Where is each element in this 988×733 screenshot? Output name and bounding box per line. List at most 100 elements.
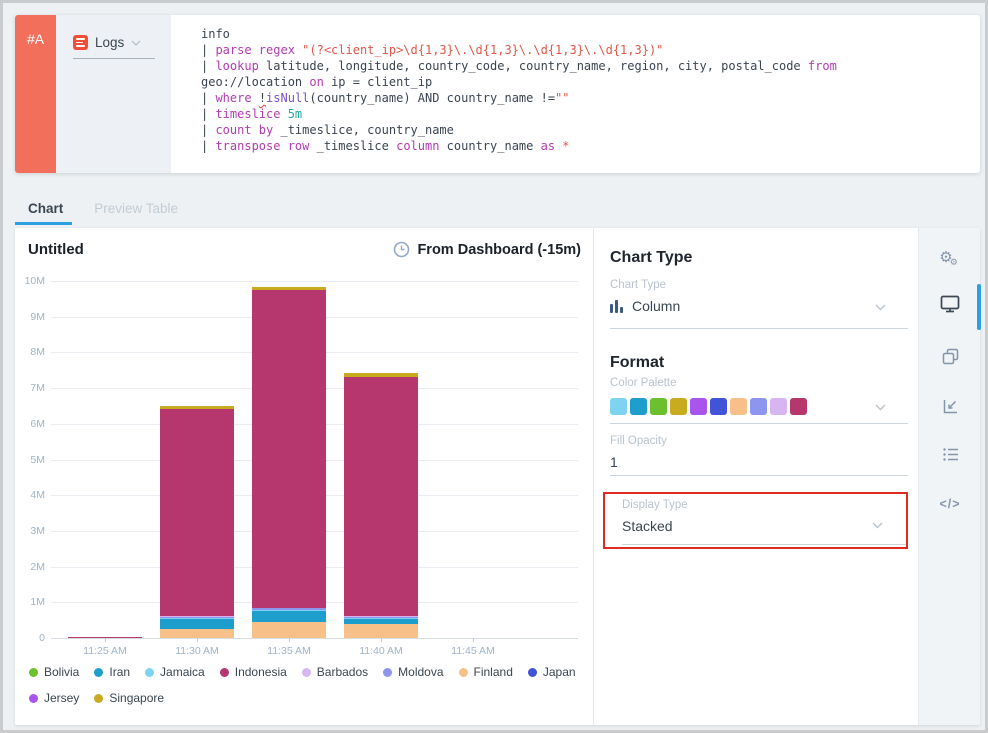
bar-segment-barbados[interactable]: [160, 615, 234, 617]
legend-label: Moldova: [398, 665, 444, 679]
x-axis-tick-label: 11:35 AM: [267, 645, 311, 657]
legend-label: Bolivia: [44, 665, 80, 679]
column-chart-icon: [610, 299, 623, 313]
bar-segment-barbados[interactable]: [252, 607, 326, 609]
copy-icon[interactable]: [919, 348, 981, 370]
x-axis-tick: [381, 638, 382, 642]
bar-segment-indonesia[interactable]: [252, 289, 326, 608]
bar-segment-finland[interactable]: [160, 629, 234, 638]
y-axis-tick-label: 10M: [24, 275, 45, 287]
legend-item-jersey[interactable]: Jersey: [29, 691, 79, 705]
chart-type-label: Chart Type: [610, 279, 667, 291]
query-line: info: [201, 27, 230, 41]
x-axis-tick-label: 11:30 AM: [175, 645, 219, 657]
y-axis-tick-label: 8M: [30, 346, 45, 359]
logs-icon: [73, 35, 88, 50]
code-icon[interactable]: </>: [939, 497, 961, 511]
y-axis-tick-label: 5M: [30, 453, 45, 466]
bar-segment-iran[interactable]: [160, 619, 234, 630]
chevron-down-icon[interactable]: [875, 404, 886, 411]
bar-segment-moldova[interactable]: [252, 608, 326, 610]
x-axis-tick-label: 11:25 AM: [83, 645, 127, 657]
legend-item-iran[interactable]: Iran: [94, 665, 130, 679]
legend-label: Jersey: [44, 691, 80, 705]
list-icon[interactable]: [919, 447, 981, 467]
bar-segment-barbados[interactable]: [344, 615, 418, 617]
bar-segment-finland[interactable]: [252, 621, 326, 638]
x-axis-tick-label: 11:45 AM: [451, 645, 495, 657]
source-selector[interactable]: Logs: [73, 35, 155, 59]
legend-row: Jersey Singapore: [29, 691, 584, 705]
legend-dot: [527, 667, 537, 677]
input-underline: [610, 423, 908, 424]
legend-item-indonesia[interactable]: Indonesia: [219, 665, 287, 679]
query-line: | where !isNull(country_name) AND countr…: [201, 91, 570, 105]
chart-type-heading: Chart Type: [610, 249, 693, 266]
palette-swatch: [630, 398, 647, 415]
y-axis-tick-label: 2M: [30, 560, 45, 573]
bar-segment-singapore[interactable]: [252, 287, 326, 290]
legend-item-barbados[interactable]: Barbados: [301, 665, 368, 679]
legend-item-jamaica[interactable]: Jamaica: [145, 665, 205, 679]
legend-item-moldova[interactable]: Moldova: [383, 665, 444, 679]
x-axis-tick: [197, 638, 198, 642]
chevron-down-icon: [131, 40, 141, 46]
display-icon[interactable]: [919, 295, 981, 318]
bar-segment-finland[interactable]: [344, 624, 418, 638]
query-line: | timeslice 5m: [201, 107, 303, 121]
color-palette-select[interactable]: [610, 398, 807, 415]
source-column: Logs: [56, 15, 171, 173]
bar-segment-jamaica[interactable]: [160, 618, 234, 620]
gears-icon[interactable]: ⚙⚙: [939, 248, 958, 269]
tab-preview-table[interactable]: Preview Table: [94, 201, 179, 216]
display-type-highlight-box: Display Type Stacked: [603, 492, 908, 549]
palette-swatch: [670, 398, 687, 415]
column-chart-plot[interactable]: 0 1M 2M 3M 4M 5M 6M 7M 8M 9M 10M 11:25 AM 11:30 AM 11…: [25, 275, 578, 657]
bar-segment-jamaica[interactable]: [344, 618, 418, 620]
legend-item-finland[interactable]: Finland: [458, 665, 513, 679]
gridline: [51, 281, 578, 282]
panel-divider: [593, 228, 594, 725]
bar-segment-moldova[interactable]: [160, 616, 234, 619]
bar-segment-moldova[interactable]: [344, 616, 418, 619]
bar-segment-singapore[interactable]: [344, 373, 418, 377]
legend-dot: [219, 667, 229, 677]
legend-dot: [94, 693, 104, 703]
bar-segment-indonesia[interactable]: [68, 636, 142, 638]
legend-row: Bolivia Iran Jamaica Indonesia Barbados Moldo…: [29, 665, 584, 679]
legend-label: Jamaica: [160, 665, 205, 679]
time-range-label: From Dashboard (-15m): [417, 241, 581, 258]
chart-type-select[interactable]: Column: [610, 298, 680, 314]
fill-opacity-value: 1: [610, 454, 618, 470]
source-label: Logs: [95, 35, 125, 50]
tab-chart[interactable]: Chart: [28, 201, 64, 216]
fill-opacity-label: Fill Opacity: [610, 435, 667, 447]
query-editor[interactable]: info | parse regex "(?<client_ip>\d{1,3}\…: [171, 15, 980, 173]
y-axis-tick-label: 6M: [30, 417, 45, 430]
legend-item-bolivia[interactable]: Bolivia: [29, 665, 79, 679]
legend-item-singapore[interactable]: Singapore: [94, 691, 164, 705]
legend-item-japan[interactable]: Japan: [527, 665, 576, 679]
legend-dot: [458, 667, 468, 677]
time-range[interactable]: From Dashboard (-15m): [393, 241, 581, 258]
bar-segment-indonesia[interactable]: [344, 376, 418, 617]
legend-dot: [301, 667, 311, 677]
query-line: | parse regex "(?<client_ip>\d{1,3}\.\d{…: [201, 43, 664, 57]
input-underline: [622, 544, 906, 545]
chevron-down-icon[interactable]: [872, 522, 883, 529]
bar-segment-iran[interactable]: [252, 611, 326, 622]
bar-segment-jamaica[interactable]: [252, 609, 326, 612]
side-toolbar: ⚙⚙ </>: [918, 228, 981, 725]
axes-icon[interactable]: [919, 398, 981, 420]
palette-swatch: [650, 398, 667, 415]
bar-segment-singapore[interactable]: [160, 405, 234, 409]
bar-segment-iran[interactable]: [344, 619, 418, 625]
legend-label: Iran: [109, 665, 131, 679]
display-type-select[interactable]: Stacked: [622, 518, 673, 534]
fill-opacity-input[interactable]: 1: [610, 454, 618, 470]
bar-segment-indonesia[interactable]: [160, 408, 234, 616]
tab-bar: Chart Preview Table: [28, 201, 178, 216]
chart-title: Untitled: [28, 241, 84, 258]
chevron-down-icon[interactable]: [875, 304, 886, 311]
y-axis-tick-label: 0: [39, 632, 45, 644]
